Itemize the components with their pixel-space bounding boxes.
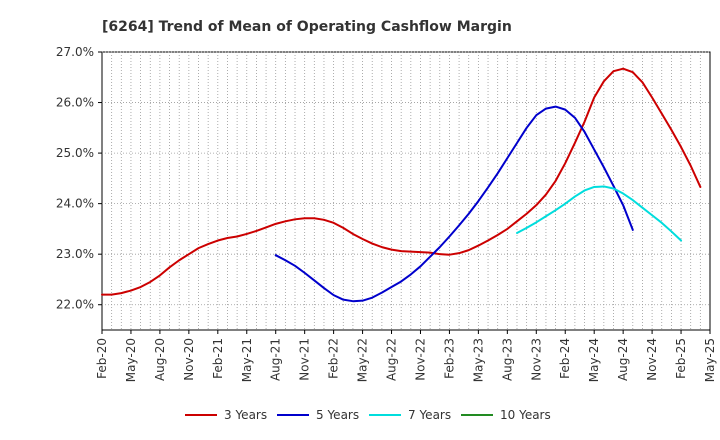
x-tick-label: May-20 — [124, 338, 138, 382]
y-tick-label: 23.0% — [56, 247, 94, 261]
x-tick-label: Nov-24 — [645, 338, 659, 381]
series-lines — [101, 67, 702, 303]
legend-label: 3 Years — [224, 408, 267, 422]
legend-label: 5 Years — [316, 408, 359, 422]
x-tick-label: Feb-23 — [442, 338, 456, 379]
x-tick-label: May-24 — [587, 338, 601, 382]
x-tick-label: Aug-22 — [385, 338, 399, 381]
x-axis-ticks: Feb-20 May-20 Aug-20 Nov-20 Feb-21 May-21 Aug-… — [95, 330, 717, 382]
plot-area — [101, 51, 711, 331]
x-tick-label: Feb-22 — [327, 338, 341, 379]
x-tick-label: Nov-21 — [298, 338, 312, 381]
y-tick-label: 25.0% — [56, 146, 94, 160]
y-tick-label: 22.0% — [56, 298, 94, 312]
x-gridlines — [111, 52, 701, 330]
x-tick-label: May-25 — [703, 338, 717, 382]
x-tick-label: Feb-25 — [674, 338, 688, 379]
x-tick-label: Aug-21 — [269, 338, 283, 381]
series-line-5-years — [274, 105, 634, 303]
legend-label: 7 Years — [408, 408, 451, 422]
series-line-3-years — [101, 67, 702, 296]
x-tick-label: May-23 — [471, 338, 485, 382]
y-axis-ticks: 22.0% 23.0% 24.0% 25.0% 26.0% 27.0% — [56, 45, 102, 312]
x-tick-label: May-22 — [356, 338, 370, 382]
y-tick-label: 27.0% — [56, 45, 94, 59]
x-tick-label: Aug-24 — [616, 338, 630, 381]
x-tick-label: Aug-23 — [500, 338, 514, 381]
y-tick-label: 26.0% — [56, 96, 94, 110]
legend: 3 Years 5 Years 7 Years 10 Years — [185, 408, 551, 422]
x-tick-label: Nov-20 — [182, 338, 196, 381]
x-tick-label: May-21 — [240, 338, 254, 382]
y-tick-label: 24.0% — [56, 197, 94, 211]
legend-label: 10 Years — [500, 408, 551, 422]
x-tick-label: Feb-20 — [95, 338, 109, 379]
x-tick-label: Nov-22 — [413, 338, 427, 381]
x-tick-label: Feb-21 — [211, 338, 225, 379]
series-line-7-years — [515, 185, 683, 242]
x-tick-label: Feb-24 — [558, 338, 572, 379]
chart-title: [6264] Trend of Mean of Operating Cashfl… — [102, 19, 512, 35]
x-tick-label: Nov-23 — [529, 338, 543, 381]
y-gridlines — [102, 51, 710, 306]
x-tick-label: Aug-20 — [153, 338, 167, 381]
